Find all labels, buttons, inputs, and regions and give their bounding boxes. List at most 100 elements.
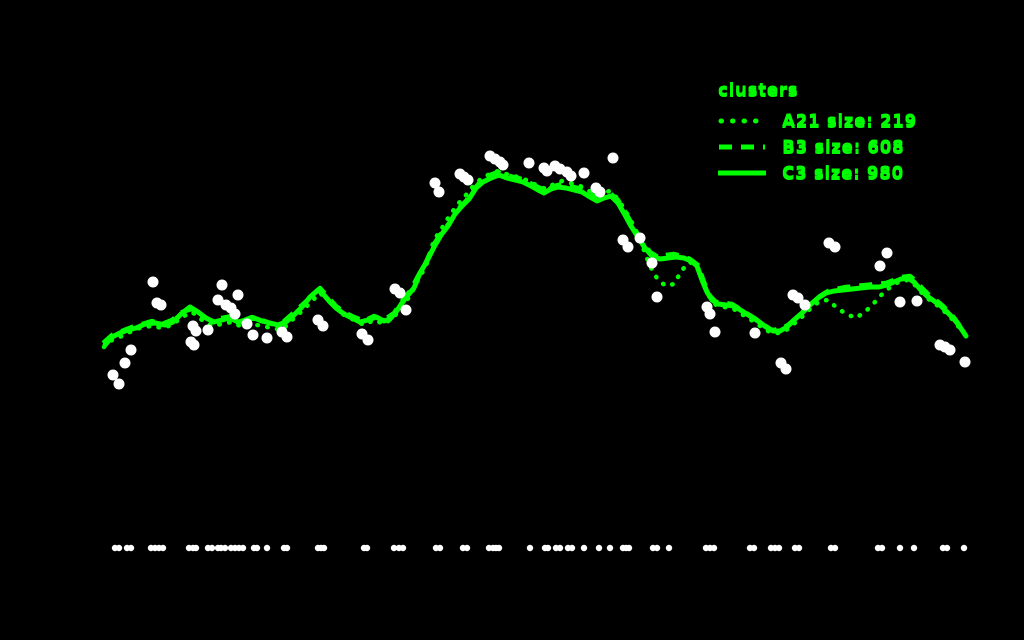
legend-label-b3: B3 size: 608 [782, 137, 905, 157]
rug-point [960, 544, 968, 552]
data-point [523, 157, 535, 169]
rug-point [878, 544, 886, 552]
data-point [497, 159, 509, 171]
data-point [565, 170, 577, 182]
data-point [261, 332, 273, 344]
data-point [780, 363, 792, 375]
data-point [622, 241, 634, 253]
rug-point [239, 544, 247, 552]
data-point [874, 260, 886, 272]
data-point [433, 186, 445, 198]
data-point [190, 325, 202, 337]
data-point [188, 339, 200, 351]
rug-point [665, 544, 673, 552]
rug-point [795, 544, 803, 552]
solid-line-icon [718, 170, 766, 176]
rug-point [221, 544, 229, 552]
data-point [119, 357, 131, 369]
rug-point [263, 544, 271, 552]
legend-item-b3: B3 size: 608 [718, 134, 917, 160]
rug-point [192, 544, 200, 552]
rug-point [399, 544, 407, 552]
rug-point [390, 544, 398, 552]
data-point [216, 279, 228, 291]
rug-point [896, 544, 904, 552]
data-point [147, 276, 159, 288]
rug-point [556, 544, 564, 552]
data-point [704, 308, 716, 320]
legend-item-c3: C3 size: 980 [718, 160, 917, 186]
data-point [317, 320, 329, 332]
rug-point [320, 544, 328, 552]
data-point [894, 296, 906, 308]
dashed-line-icon [719, 144, 765, 150]
data-point [113, 378, 125, 390]
rug-point [831, 544, 839, 552]
rug-point [710, 544, 718, 552]
data-point [362, 334, 374, 346]
data-point [241, 318, 253, 330]
rug-point [775, 544, 783, 552]
rug-point [595, 544, 603, 552]
rug-point [943, 544, 951, 552]
data-point [829, 241, 841, 253]
data-point [634, 232, 646, 244]
data-point [232, 289, 244, 301]
dotted-line-icon [718, 118, 766, 124]
data-point [212, 294, 224, 306]
data-point [651, 291, 663, 303]
data-point [607, 152, 619, 164]
rug-point [653, 544, 661, 552]
data-point [749, 327, 761, 339]
rug-point [127, 544, 135, 552]
rug-point [910, 544, 918, 552]
data-point [429, 177, 441, 189]
data-point [281, 331, 293, 343]
data-point [881, 247, 893, 259]
data-point [229, 308, 241, 320]
data-point [578, 167, 590, 179]
data-point [792, 292, 804, 304]
rug-point [568, 544, 576, 552]
trend-line-a21 [101, 168, 966, 350]
rug-point [363, 544, 371, 552]
legend-label-c3: C3 size: 980 [782, 163, 904, 183]
rug-point [544, 544, 552, 552]
data-point [125, 344, 137, 356]
data-point [799, 299, 811, 311]
rug-point [159, 544, 167, 552]
data-point [202, 324, 214, 336]
data-point [911, 295, 923, 307]
rug-point [625, 544, 633, 552]
rug-point [253, 544, 261, 552]
data-point [462, 174, 474, 186]
data-point [959, 356, 971, 368]
data-point [247, 329, 259, 341]
rug-point [606, 544, 614, 552]
rug-point [115, 544, 123, 552]
trend-line-c3 [102, 172, 969, 348]
data-point [400, 304, 412, 316]
rug-point [283, 544, 291, 552]
rug-point [436, 544, 444, 552]
data-point [155, 299, 167, 311]
legend-title: clusters [718, 80, 799, 100]
rug-point [526, 544, 534, 552]
data-point [107, 369, 119, 381]
data-point [646, 257, 658, 269]
legend: clusters A21 size: 219 B3 size: 608 C3 s… [718, 80, 917, 186]
rug-point [208, 544, 216, 552]
data-point [594, 186, 606, 198]
legend-item-a21: A21 size: 219 [718, 108, 917, 134]
data-point [944, 344, 956, 356]
legend-label-a21: A21 size: 219 [782, 111, 917, 131]
rug-point [495, 544, 503, 552]
rug-point [580, 544, 588, 552]
data-point [541, 165, 553, 177]
rug-point [750, 544, 758, 552]
data-point [394, 287, 406, 299]
data-point [709, 326, 721, 338]
rug-point [463, 544, 471, 552]
